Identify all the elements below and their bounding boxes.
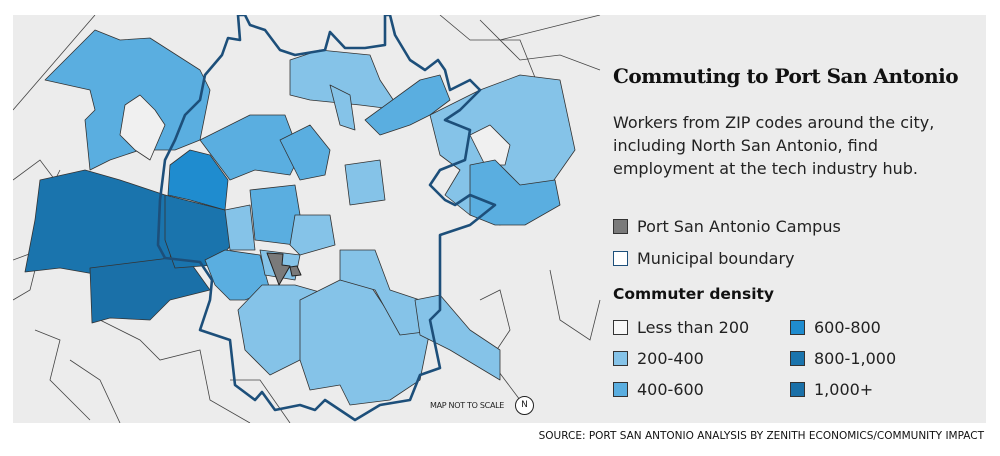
zip-region-400-600 [279, 124, 331, 181]
legend-label: 200-400 [637, 349, 704, 368]
legend-label: 600-800 [814, 318, 881, 337]
legend-density-item: 1,000+ [790, 380, 873, 399]
port-san-antonio-campus [266, 252, 302, 286]
municipal-boundary [156, 15, 497, 422]
density-swatch [613, 382, 628, 397]
map-scale-note: MAP NOT TO SCALE [430, 401, 505, 410]
zip-region-200-400 [414, 294, 501, 381]
zip-code-map [13, 15, 601, 423]
source-credit: SOURCE: PORT SAN ANTONIO ANALYSIS BY ZEN… [538, 430, 984, 442]
legend-label: 400-600 [637, 380, 704, 399]
density-swatch [613, 320, 628, 335]
legend-label: 1,000+ [814, 380, 874, 399]
zip-region-400-600 [199, 114, 301, 181]
zip-region-200-400 [224, 204, 256, 251]
zip-region-200-400 [329, 84, 356, 131]
zip-region-1000-plus [89, 257, 211, 324]
zip-region-600-800 [167, 149, 229, 211]
boundary-swatch [613, 251, 628, 266]
density-heading: Commuter density [613, 285, 775, 303]
graphic-description: Workers from ZIP codes around the city, … [613, 113, 935, 178]
density-swatch [790, 320, 805, 335]
density-swatch [790, 382, 805, 397]
graphic-title: Commuting to Port San Antonio [613, 64, 959, 88]
density-swatch [790, 351, 805, 366]
north-arrow-icon: N [515, 396, 534, 415]
legend-boundary: Municipal boundary [613, 249, 795, 268]
campus-swatch [613, 219, 628, 234]
density-swatch [613, 351, 628, 366]
zip-region-400-600 [44, 29, 211, 171]
legend-label: Municipal boundary [637, 249, 795, 268]
legend-density-item: 600-800 [790, 318, 881, 337]
legend-density-item: 200-400 [613, 349, 704, 368]
zip-region-400-600 [364, 74, 451, 136]
legend-density-item: 400-600 [613, 380, 704, 399]
legend-density-item: 800-1,000 [790, 349, 896, 368]
legend-density-item: Less than 200 [613, 318, 749, 337]
legend-label: Port San Antonio Campus [637, 217, 841, 236]
legend-label: 800-1,000 [814, 349, 897, 368]
zip-region-under-200 [119, 94, 166, 161]
zip-region-under-200 [469, 124, 511, 166]
legend-campus: Port San Antonio Campus [613, 217, 841, 236]
zip-region-200-400 [289, 214, 336, 256]
zip-regions [24, 29, 576, 406]
zip-region-800-1000 [24, 169, 176, 276]
legend-label: Less than 200 [637, 318, 750, 337]
zip-region-200-400 [344, 159, 386, 206]
